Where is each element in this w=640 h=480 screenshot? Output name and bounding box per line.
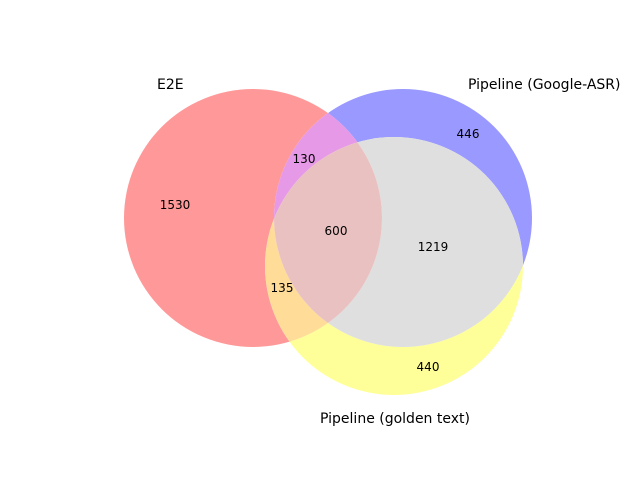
count-google-asr-golden: 1219 — [418, 240, 449, 254]
count-e2e-golden: 135 — [271, 281, 294, 295]
count-all-three: 600 — [325, 224, 348, 238]
count-e2e-google-asr: 130 — [293, 152, 316, 166]
count-golden-only: 440 — [417, 360, 440, 374]
count-e2e-only: 1530 — [160, 198, 191, 212]
set-label-google-asr: Pipeline (Google-ASR) — [468, 77, 620, 93]
set-label-golden: Pipeline (golden text) — [320, 411, 470, 427]
set-label-e2e: E2E — [157, 77, 184, 93]
count-google-asr-only: 446 — [457, 127, 480, 141]
